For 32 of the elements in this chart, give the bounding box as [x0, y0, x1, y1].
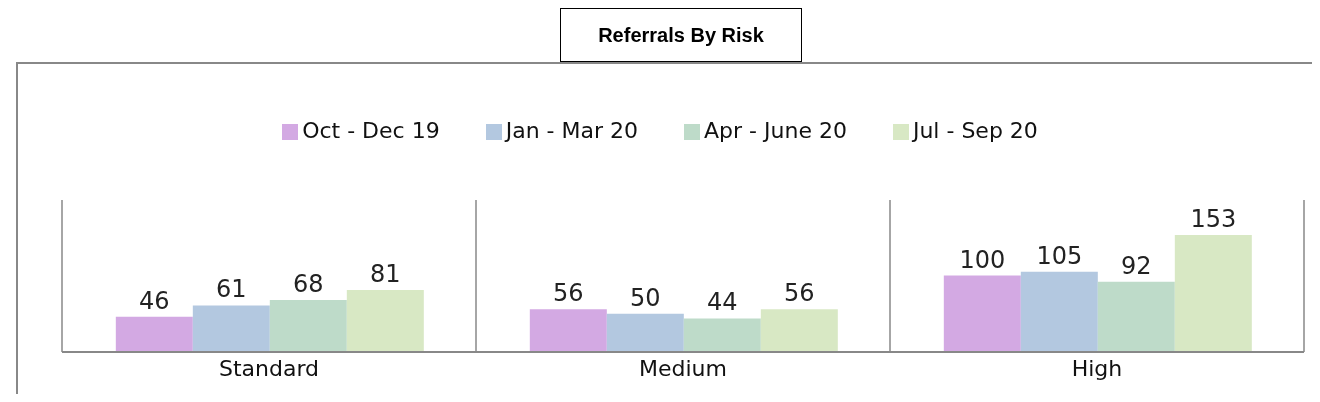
x-tick-label: Standard [218, 355, 320, 381]
legend-label: Apr - June 20 [704, 118, 847, 143]
chart-title: Referrals By Risk [560, 8, 802, 62]
bar [346, 290, 424, 352]
data-label: 105 [1036, 241, 1083, 270]
data-label: 56 [553, 279, 584, 308]
bar [683, 318, 761, 352]
bar [943, 275, 1021, 352]
data-label: 61 [216, 275, 247, 304]
legend-label: Jul - Sep 20 [912, 118, 1038, 143]
data-label: 153 [1190, 205, 1237, 234]
bar [760, 309, 838, 352]
x-tick-label: Medium [639, 355, 727, 381]
data-label: 68 [293, 270, 324, 299]
bar [1174, 235, 1252, 352]
data-label: 44 [707, 288, 738, 317]
bar [529, 309, 607, 352]
legend-label: Jan - Mar 20 [505, 118, 639, 143]
bar [269, 300, 347, 352]
bar [606, 313, 684, 352]
bar [192, 305, 270, 352]
data-label: 81 [370, 260, 401, 289]
data-label: 50 [630, 283, 661, 312]
x-tick-label: High [1071, 355, 1123, 381]
data-label: 46 [139, 286, 170, 315]
data-label: 56 [784, 279, 815, 308]
legend-label: Oct - Dec 19 [302, 118, 440, 143]
bar [1097, 281, 1175, 352]
data-label: 100 [959, 245, 1006, 274]
bar [1020, 271, 1098, 352]
data-label: 92 [1121, 251, 1152, 280]
bar [115, 316, 193, 352]
